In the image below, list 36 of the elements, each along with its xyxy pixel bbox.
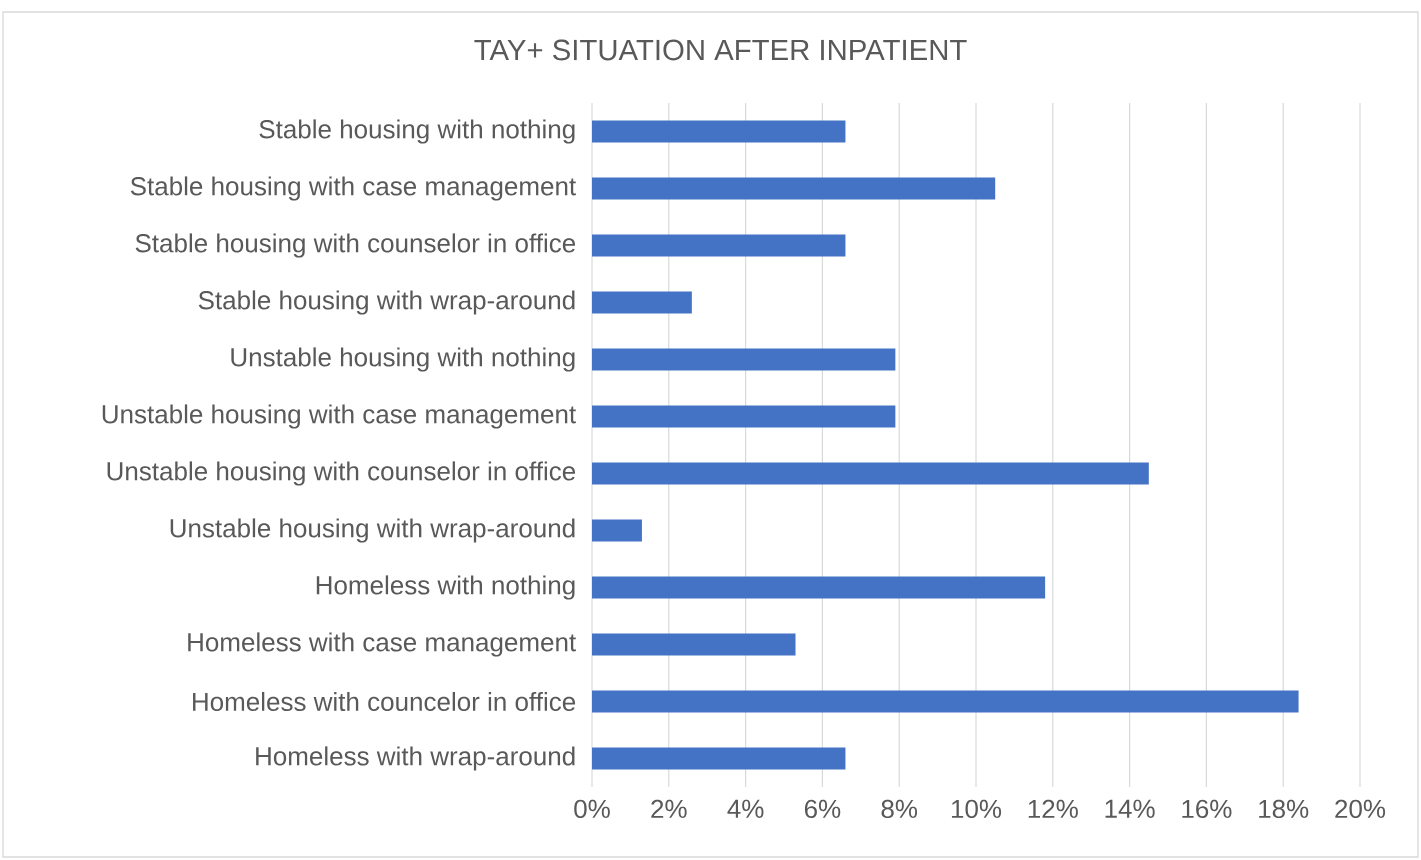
x-tick-label: 12% — [1028, 799, 1078, 819]
y-tick-label: Stable housing with case management — [130, 176, 576, 201]
y-tick-label: Homeless with wrap-around — [256, 746, 575, 771]
y-tick-label: Unstable housing with nothing — [231, 347, 575, 372]
y-tick-label: Stable housing with wrap-around — [198, 290, 575, 315]
y-tick-label: Stable housing with counselor in office — [135, 233, 576, 258]
y-tick-label: Unstable housing with case management — [102, 404, 576, 429]
x-tick-label: 0% — [574, 799, 610, 819]
x-tick-label: 8% — [881, 799, 918, 819]
bar — [592, 405, 896, 428]
bar — [592, 120, 846, 143]
bar — [592, 291, 692, 314]
bar — [592, 576, 1046, 599]
x-tick-label: 4% — [727, 799, 764, 818]
y-tick-label: Homeless with case management — [188, 632, 576, 657]
y-tick-label: Homeless with nothing — [316, 575, 575, 600]
y-tick-label: Homeless with councelor in office — [193, 691, 576, 712]
bar — [592, 519, 642, 542]
bar — [592, 348, 896, 371]
x-tick-label: 20% — [1335, 799, 1386, 819]
chart-title: TAY+ SITUATION AFTER INPATIENT — [474, 39, 967, 61]
bar — [592, 462, 1149, 485]
bar — [592, 690, 1299, 713]
bar — [592, 177, 996, 200]
x-tick-label: 10% — [951, 799, 1002, 819]
bar — [592, 747, 846, 770]
y-tick-label: Stable housing with nothing — [259, 119, 575, 144]
x-tick-label: 18% — [1259, 799, 1309, 819]
x-tick-label: 2% — [651, 799, 687, 819]
x-tick-label: 16% — [1182, 799, 1232, 819]
y-tick-label: Unstable housing with counselor in office — [107, 461, 576, 486]
y-tick-label: Unstable housing with wrap-around — [170, 518, 575, 543]
x-tick-label: 6% — [804, 799, 841, 819]
bar — [592, 633, 796, 656]
x-tick-label: 14% — [1105, 799, 1155, 818]
bar — [592, 234, 846, 257]
